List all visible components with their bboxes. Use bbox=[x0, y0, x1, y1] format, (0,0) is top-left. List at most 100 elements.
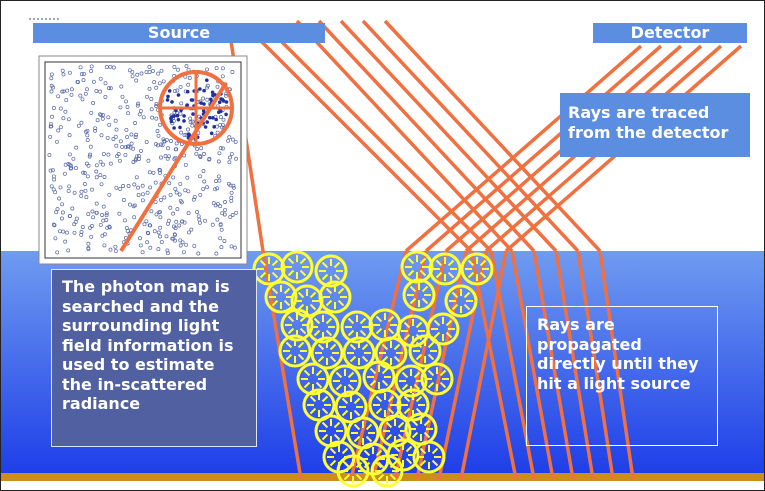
photon-point bbox=[94, 201, 99, 206]
photon-point bbox=[79, 230, 84, 234]
photon-point bbox=[210, 222, 215, 227]
selected-photon-point bbox=[208, 115, 212, 120]
photon-point bbox=[79, 232, 84, 237]
circle-with-inward-arrows-icon bbox=[444, 284, 478, 318]
photon-point bbox=[59, 216, 64, 221]
source-ray bbox=[339, 19, 558, 253]
photon-point bbox=[215, 217, 220, 222]
photon-point bbox=[145, 240, 150, 245]
photon-point bbox=[50, 114, 55, 119]
photon-point bbox=[205, 83, 210, 88]
photon-point bbox=[171, 175, 176, 180]
photon-point bbox=[179, 130, 184, 135]
photon-point bbox=[64, 230, 69, 235]
photon-map-note: The photon map is searched and the surro… bbox=[51, 269, 257, 447]
photon-point bbox=[66, 188, 71, 193]
photon-point bbox=[178, 243, 183, 248]
photon-point bbox=[152, 80, 157, 85]
photon-point bbox=[137, 112, 142, 117]
photon-point bbox=[201, 96, 206, 101]
photon-point bbox=[148, 185, 153, 190]
photon-point bbox=[51, 106, 56, 110]
photon-point bbox=[179, 200, 184, 205]
photon-point bbox=[68, 166, 73, 171]
selected-photon-point bbox=[165, 98, 170, 102]
circle-with-inward-arrows-icon bbox=[420, 362, 454, 396]
circle-with-inward-arrows-icon bbox=[328, 364, 362, 398]
photon-point bbox=[182, 220, 187, 225]
photon-point bbox=[144, 70, 149, 75]
corner-mark bbox=[29, 18, 59, 26]
photon-point bbox=[104, 211, 109, 216]
photon-point bbox=[154, 116, 159, 121]
photon-point bbox=[81, 78, 86, 83]
circle-with-inward-arrows-icon bbox=[412, 440, 446, 474]
photon-point bbox=[101, 151, 106, 156]
photon-point bbox=[147, 86, 152, 91]
photon-point bbox=[78, 65, 83, 70]
photon-point bbox=[228, 155, 232, 160]
photon-point bbox=[205, 185, 209, 190]
photon-point bbox=[101, 162, 105, 167]
photon-point bbox=[85, 133, 90, 138]
photon-point bbox=[159, 240, 164, 245]
photon-point bbox=[108, 247, 113, 252]
circle-with-inward-arrows-icon bbox=[370, 454, 404, 488]
photon-point bbox=[74, 216, 79, 221]
detector-note: Rays are traced from the detector bbox=[560, 93, 750, 157]
photon-point bbox=[94, 175, 99, 180]
photon-point bbox=[86, 212, 91, 217]
photon-point bbox=[174, 190, 179, 195]
photon-map-inset bbox=[38, 55, 248, 265]
photon-point bbox=[158, 170, 162, 175]
photon-point bbox=[154, 85, 159, 90]
selected-photon-point bbox=[182, 114, 186, 118]
photon-point bbox=[91, 215, 96, 220]
floor-strip bbox=[1, 473, 764, 481]
photon-point bbox=[89, 110, 94, 115]
photon-point bbox=[113, 118, 118, 123]
photon-point bbox=[133, 158, 138, 163]
photon-point bbox=[94, 169, 99, 174]
photon-point bbox=[53, 190, 58, 195]
photon-point bbox=[83, 188, 88, 193]
photon-point bbox=[214, 66, 219, 71]
circle-with-inward-arrows-icon bbox=[342, 336, 376, 370]
photon-point bbox=[83, 91, 88, 96]
photon-point bbox=[57, 196, 62, 201]
photon-point bbox=[84, 195, 89, 200]
photon-point bbox=[232, 245, 237, 250]
photon-point bbox=[50, 168, 55, 173]
photon-point bbox=[49, 124, 54, 129]
photon-point bbox=[107, 224, 112, 229]
photon-point bbox=[82, 171, 87, 175]
photon-point bbox=[198, 155, 203, 159]
photon-point bbox=[60, 68, 65, 73]
photon-point bbox=[79, 72, 84, 77]
detector-ray bbox=[404, 44, 643, 253]
source-ray-refracted bbox=[576, 250, 615, 480]
photon-point bbox=[70, 206, 75, 211]
photon-point bbox=[159, 68, 164, 73]
photon-point bbox=[121, 184, 126, 188]
photon-point bbox=[124, 127, 129, 132]
photon-point bbox=[61, 229, 66, 234]
photon-point bbox=[234, 156, 239, 161]
photon-point bbox=[155, 129, 160, 133]
photon-point bbox=[184, 242, 189, 247]
photon-point bbox=[52, 223, 57, 228]
selected-photon-point bbox=[205, 120, 209, 124]
selected-photon-point bbox=[176, 117, 181, 122]
photon-point bbox=[158, 197, 163, 202]
photon-point bbox=[72, 190, 77, 195]
photon-point bbox=[183, 188, 188, 193]
photon-point bbox=[165, 251, 170, 256]
photon-point bbox=[195, 147, 200, 151]
photon-point bbox=[69, 92, 74, 97]
photon-point bbox=[230, 70, 235, 74]
photon-point bbox=[162, 195, 167, 200]
photon-point bbox=[215, 84, 220, 89]
photon-point bbox=[190, 119, 195, 124]
photon-point bbox=[82, 71, 87, 76]
photon-point bbox=[180, 240, 185, 245]
